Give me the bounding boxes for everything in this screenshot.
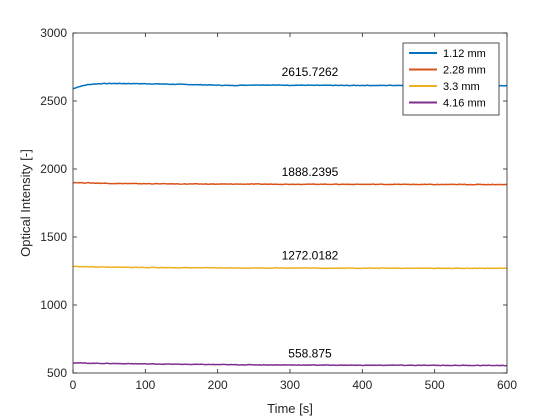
annotations-layer: 2615.7262 1888.2395 1272.0182 558.875 <box>282 65 339 361</box>
annotation-1: 2615.7262 <box>282 65 339 79</box>
legend: 1.12 mm 2.28 mm 3.3 mm 4.16 mm <box>402 42 500 116</box>
legend-label-2: 2.28 mm <box>443 65 486 77</box>
legend-label-1: 1.12 mm <box>443 48 486 60</box>
x-tick-label-2: 200 <box>208 378 228 392</box>
series-line-2 <box>72 181 508 186</box>
x-tick-label-6: 600 <box>497 378 517 392</box>
axes-layer: 0 100 200 300 400 500 600 500 1000 1500 2000 2500 30… <box>40 26 517 392</box>
series-line-3 <box>72 265 508 270</box>
legend-label-4: 4.16 mm <box>443 98 486 110</box>
x-tick-label-4: 400 <box>352 378 372 392</box>
x-tick-label-3: 300 <box>280 378 300 392</box>
annotation-3: 1272.0182 <box>282 248 339 262</box>
series-line-4 <box>72 362 508 367</box>
y-tick-label-0: 500 <box>47 366 67 380</box>
annotation-4: 558.875 <box>288 346 332 360</box>
y-axis-label: Optical Intensity [-] <box>18 149 33 257</box>
x-tick-label-0: 0 <box>70 378 77 392</box>
x-tick-label-1: 100 <box>135 378 155 392</box>
y-tick-label-4: 2500 <box>40 94 67 108</box>
annotation-2: 1888.2395 <box>282 165 339 179</box>
legend-label-3: 3.3 mm <box>443 81 480 93</box>
y-tick-label-1: 1000 <box>40 298 67 312</box>
y-tick-label-5: 3000 <box>40 26 67 40</box>
y-tick-label-3: 2000 <box>40 162 67 176</box>
x-tick-label-5: 500 <box>425 378 445 392</box>
x-axis-label: Time [s] <box>267 401 313 416</box>
y-tick-label-2: 1500 <box>40 230 67 244</box>
